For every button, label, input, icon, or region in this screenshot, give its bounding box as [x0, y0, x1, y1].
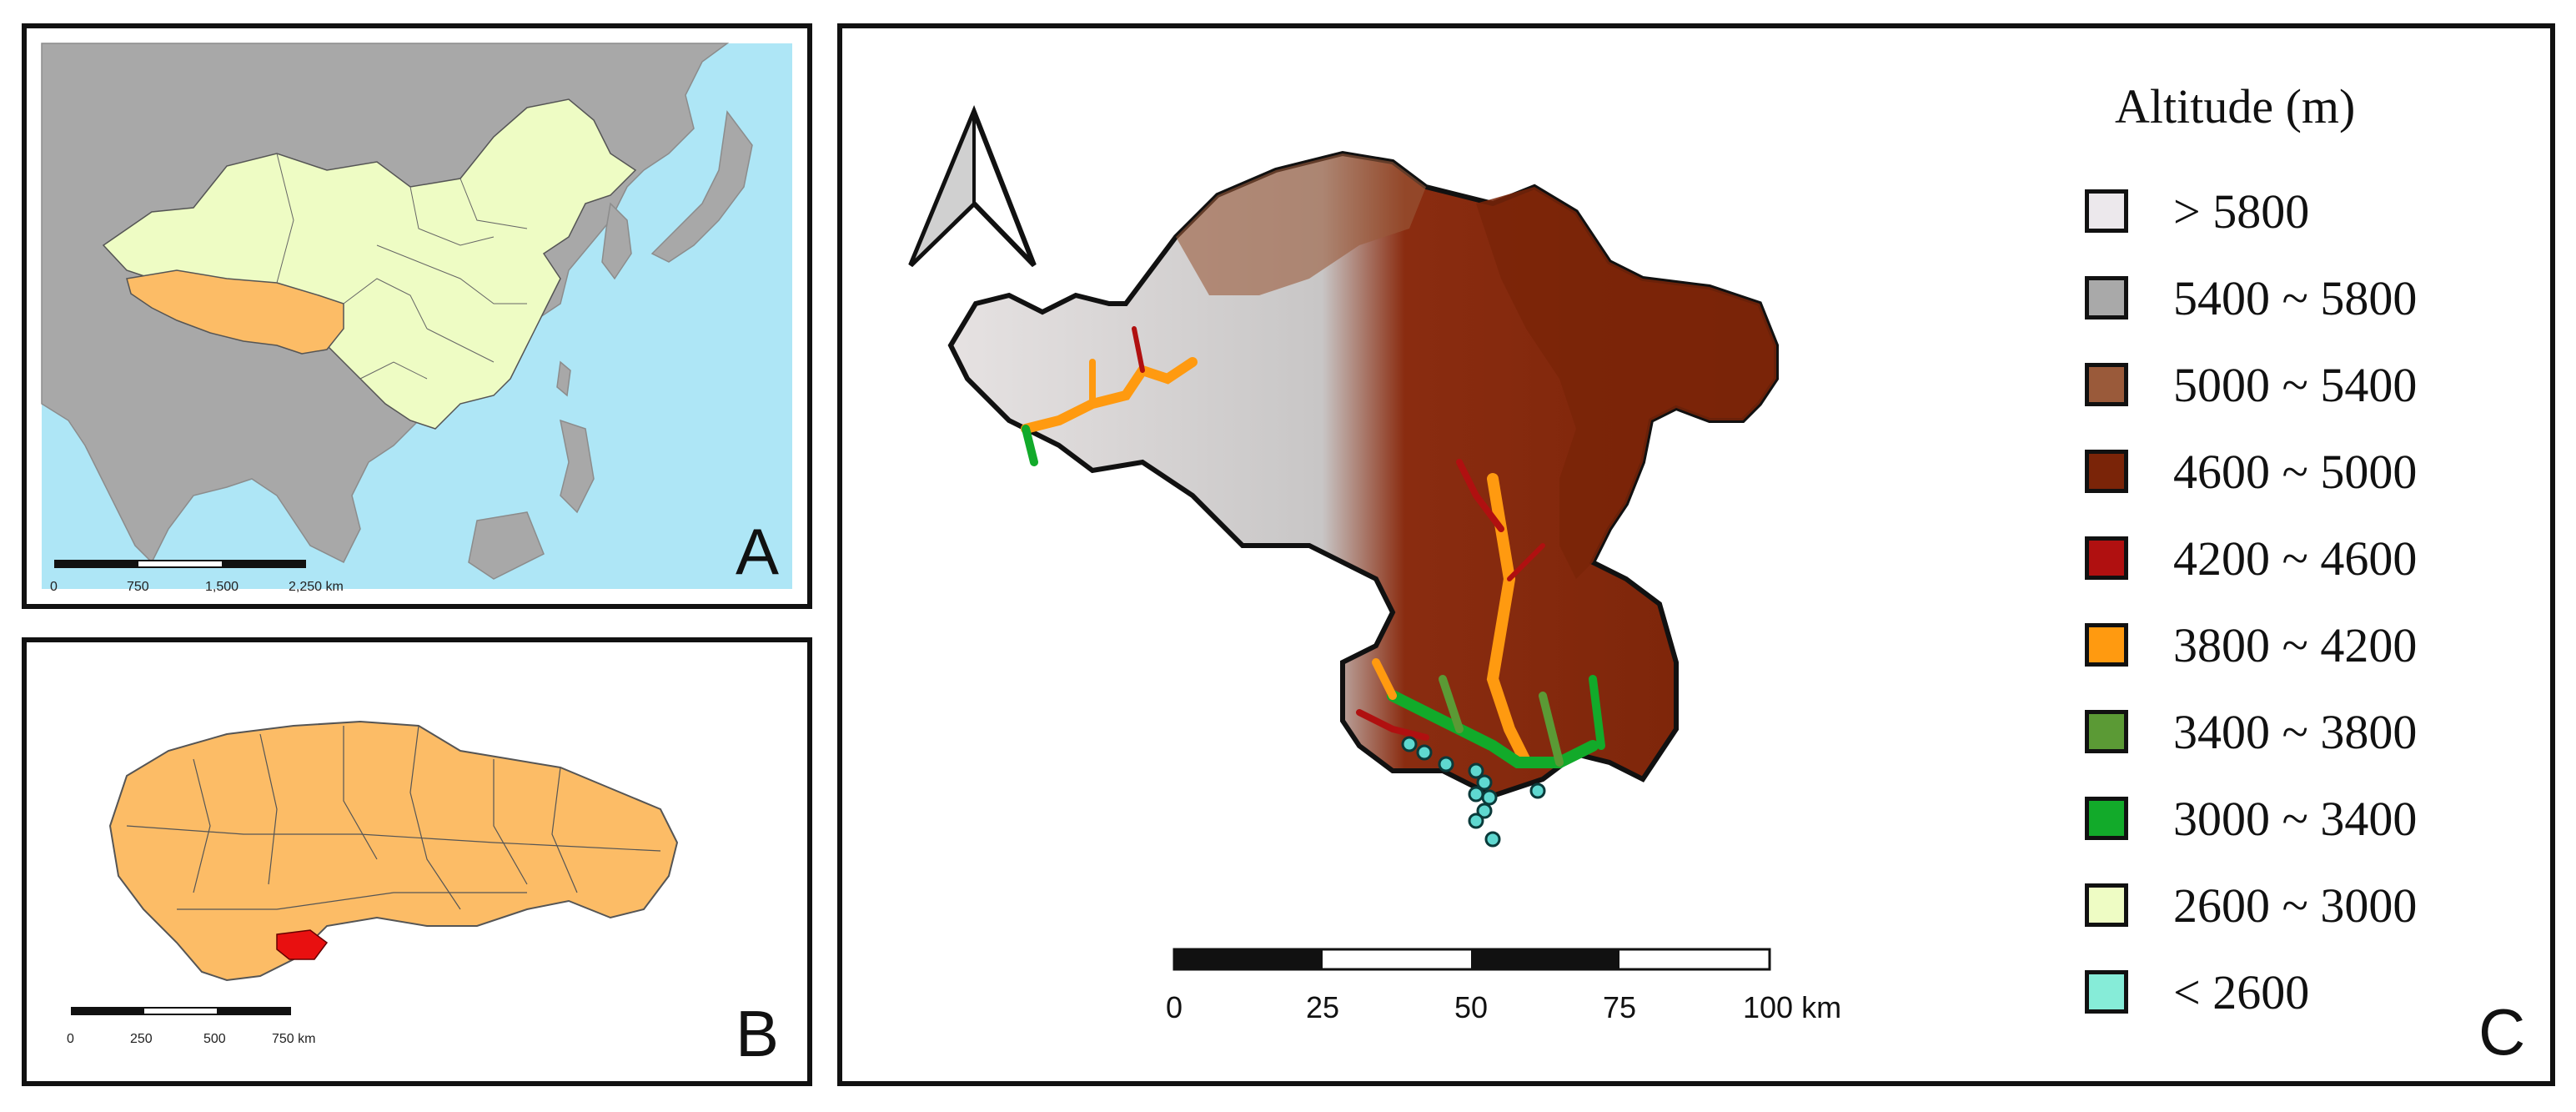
legend-label: 5400 ~ 5800	[2173, 270, 2418, 325]
legend-label: 4200 ~ 4600	[2173, 531, 2418, 586]
scale-c-tick-1: 25	[1306, 990, 1339, 1024]
panel-b-letter: B	[736, 997, 780, 1070]
legend-swatch	[2085, 450, 2128, 493]
legend-item: 4200 ~ 4600	[2085, 515, 2518, 601]
study-area-terrain	[947, 150, 1779, 799]
legend-item: < 2600	[2085, 948, 2518, 1035]
legend-swatch	[2085, 276, 2128, 320]
legend-item: 3400 ~ 3800	[2085, 688, 2518, 775]
study-area-highlight	[276, 929, 329, 960]
panel-c-letter: C	[2478, 995, 2526, 1069]
korea-peninsula	[601, 202, 632, 280]
scale-b-tick-2: 500	[203, 1032, 226, 1046]
region-map-svg: 0 250 500 750 km	[67, 720, 679, 1046]
tibet-region-map	[108, 720, 679, 982]
scale-a-tick-3: 2,250 km	[289, 580, 344, 594]
taiwan-island	[556, 360, 571, 397]
legend-swatch	[2085, 536, 2128, 580]
west-ridge-zone	[1176, 153, 1426, 295]
legend-label: 2600 ~ 3000	[2173, 878, 2418, 933]
scale-b-tick-1: 250	[130, 1032, 153, 1046]
borneo-island	[468, 511, 545, 580]
legend-item: 3800 ~ 4200	[2085, 601, 2518, 688]
sample-point	[1438, 756, 1454, 772]
river-valleys	[1021, 326, 1605, 768]
scale-bar-b	[71, 1007, 291, 1015]
legend-swatch	[2085, 797, 2128, 840]
sample-point	[1484, 831, 1501, 848]
panel-a-overview-map: 0 750 1,500 2,250 km A	[22, 23, 812, 609]
legend-item: 4600 ~ 5000	[2085, 428, 2518, 515]
legend-item: > 5800	[2085, 168, 2518, 254]
scale-c-tick-2: 50	[1454, 990, 1488, 1024]
north-arrow-icon	[908, 104, 1037, 268]
altitude-legend: Altitude (m) > 5800 5400 ~ 5800 5000 ~ 540…	[2085, 78, 2518, 1035]
scale-b-tick-3: 750 km	[272, 1032, 315, 1046]
legend-item: 5000 ~ 5400	[2085, 341, 2518, 428]
scale-c-tick-4: 100 km	[1743, 990, 1841, 1024]
scale-b-tick-0: 0	[67, 1032, 74, 1046]
scale-c-tick-0: 0	[1166, 990, 1183, 1024]
overview-map-svg: 0 750 1,500 2,250 km	[41, 43, 792, 594]
highland-zone	[1476, 187, 1776, 579]
legend-item: 5400 ~ 5800	[2085, 254, 2518, 341]
sample-point	[1468, 786, 1484, 803]
legend-item: 2600 ~ 3000	[2085, 862, 2518, 948]
legend-swatch	[2085, 363, 2128, 406]
sample-point	[1476, 774, 1493, 791]
legend-title: Altitude (m)	[2115, 79, 2356, 133]
scale-a-tick-2: 1,500	[205, 580, 239, 594]
legend-item: 3000 ~ 3400	[2085, 775, 2518, 862]
panel-b-region-map: 0 250 500 750 km B	[22, 637, 812, 1086]
sample-point	[1401, 736, 1418, 752]
scale-bar-c	[1173, 948, 1771, 971]
legend-label: > 5800	[2173, 184, 2310, 239]
legend-label: 3400 ~ 3800	[2173, 704, 2418, 759]
sample-point	[1468, 762, 1484, 779]
sample-point	[1468, 813, 1484, 829]
legend-swatch	[2085, 623, 2128, 667]
sample-point	[1529, 782, 1546, 799]
tibet-county-lines	[126, 725, 661, 910]
sample-points	[1401, 736, 1546, 848]
legend-swatch	[2085, 970, 2128, 1014]
legend-label: 4600 ~ 5000	[2173, 444, 2418, 499]
sample-point	[1481, 789, 1498, 806]
panel-c-elevation-map: 0 25 50 75 100 km Altitude (m) > 5800 540…	[837, 23, 2555, 1086]
legend-swatch	[2085, 710, 2128, 753]
sample-point	[1416, 744, 1433, 761]
scale-c-tick-3: 75	[1603, 990, 1636, 1024]
legend-label: 5000 ~ 5400	[2173, 357, 2418, 412]
panel-a-letter: A	[736, 515, 780, 588]
sample-point	[1476, 803, 1493, 819]
scale-a-tick-0: 0	[50, 580, 58, 594]
china-province-lines	[276, 153, 528, 380]
legend-label: 3800 ~ 4200	[2173, 617, 2418, 672]
legend-swatch	[2085, 883, 2128, 927]
legend-items: > 5800 5400 ~ 5800 5000 ~ 5400 4600 ~ 5000 4…	[2085, 168, 2518, 1035]
philippines-islands	[560, 419, 595, 514]
legend-swatch	[2085, 189, 2128, 233]
elevation-map-svg: 0 25 50 75 100 km	[908, 104, 1841, 1024]
japan-islands	[650, 110, 753, 263]
legend-label: < 2600	[2173, 964, 2310, 1019]
scale-bar-a	[54, 560, 306, 568]
tibet-region	[126, 269, 344, 355]
scale-a-tick-1: 750	[127, 580, 149, 594]
legend-label: 3000 ~ 3400	[2173, 791, 2418, 846]
